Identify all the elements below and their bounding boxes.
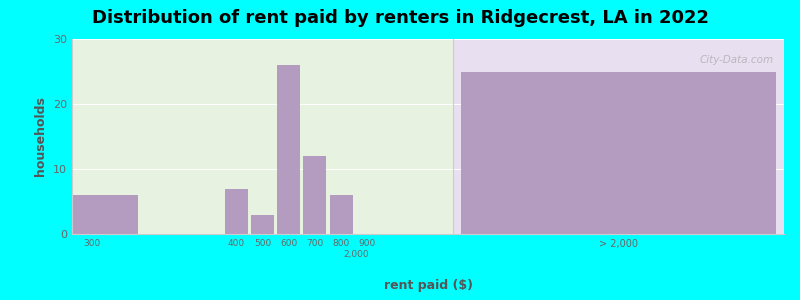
Bar: [251, 214, 274, 234]
Y-axis label: households: households: [34, 97, 47, 176]
Bar: [277, 65, 300, 234]
Text: City-Data.com: City-Data.com: [700, 55, 774, 64]
Bar: [46, 195, 138, 234]
Bar: [461, 71, 776, 234]
Bar: [303, 156, 326, 234]
Text: rent paid ($): rent paid ($): [383, 278, 473, 292]
Bar: [330, 195, 353, 234]
Bar: [225, 188, 248, 234]
Text: Distribution of rent paid by renters in Ridgecrest, LA in 2022: Distribution of rent paid by renters in …: [91, 9, 709, 27]
Text: 2,000: 2,000: [343, 250, 369, 260]
